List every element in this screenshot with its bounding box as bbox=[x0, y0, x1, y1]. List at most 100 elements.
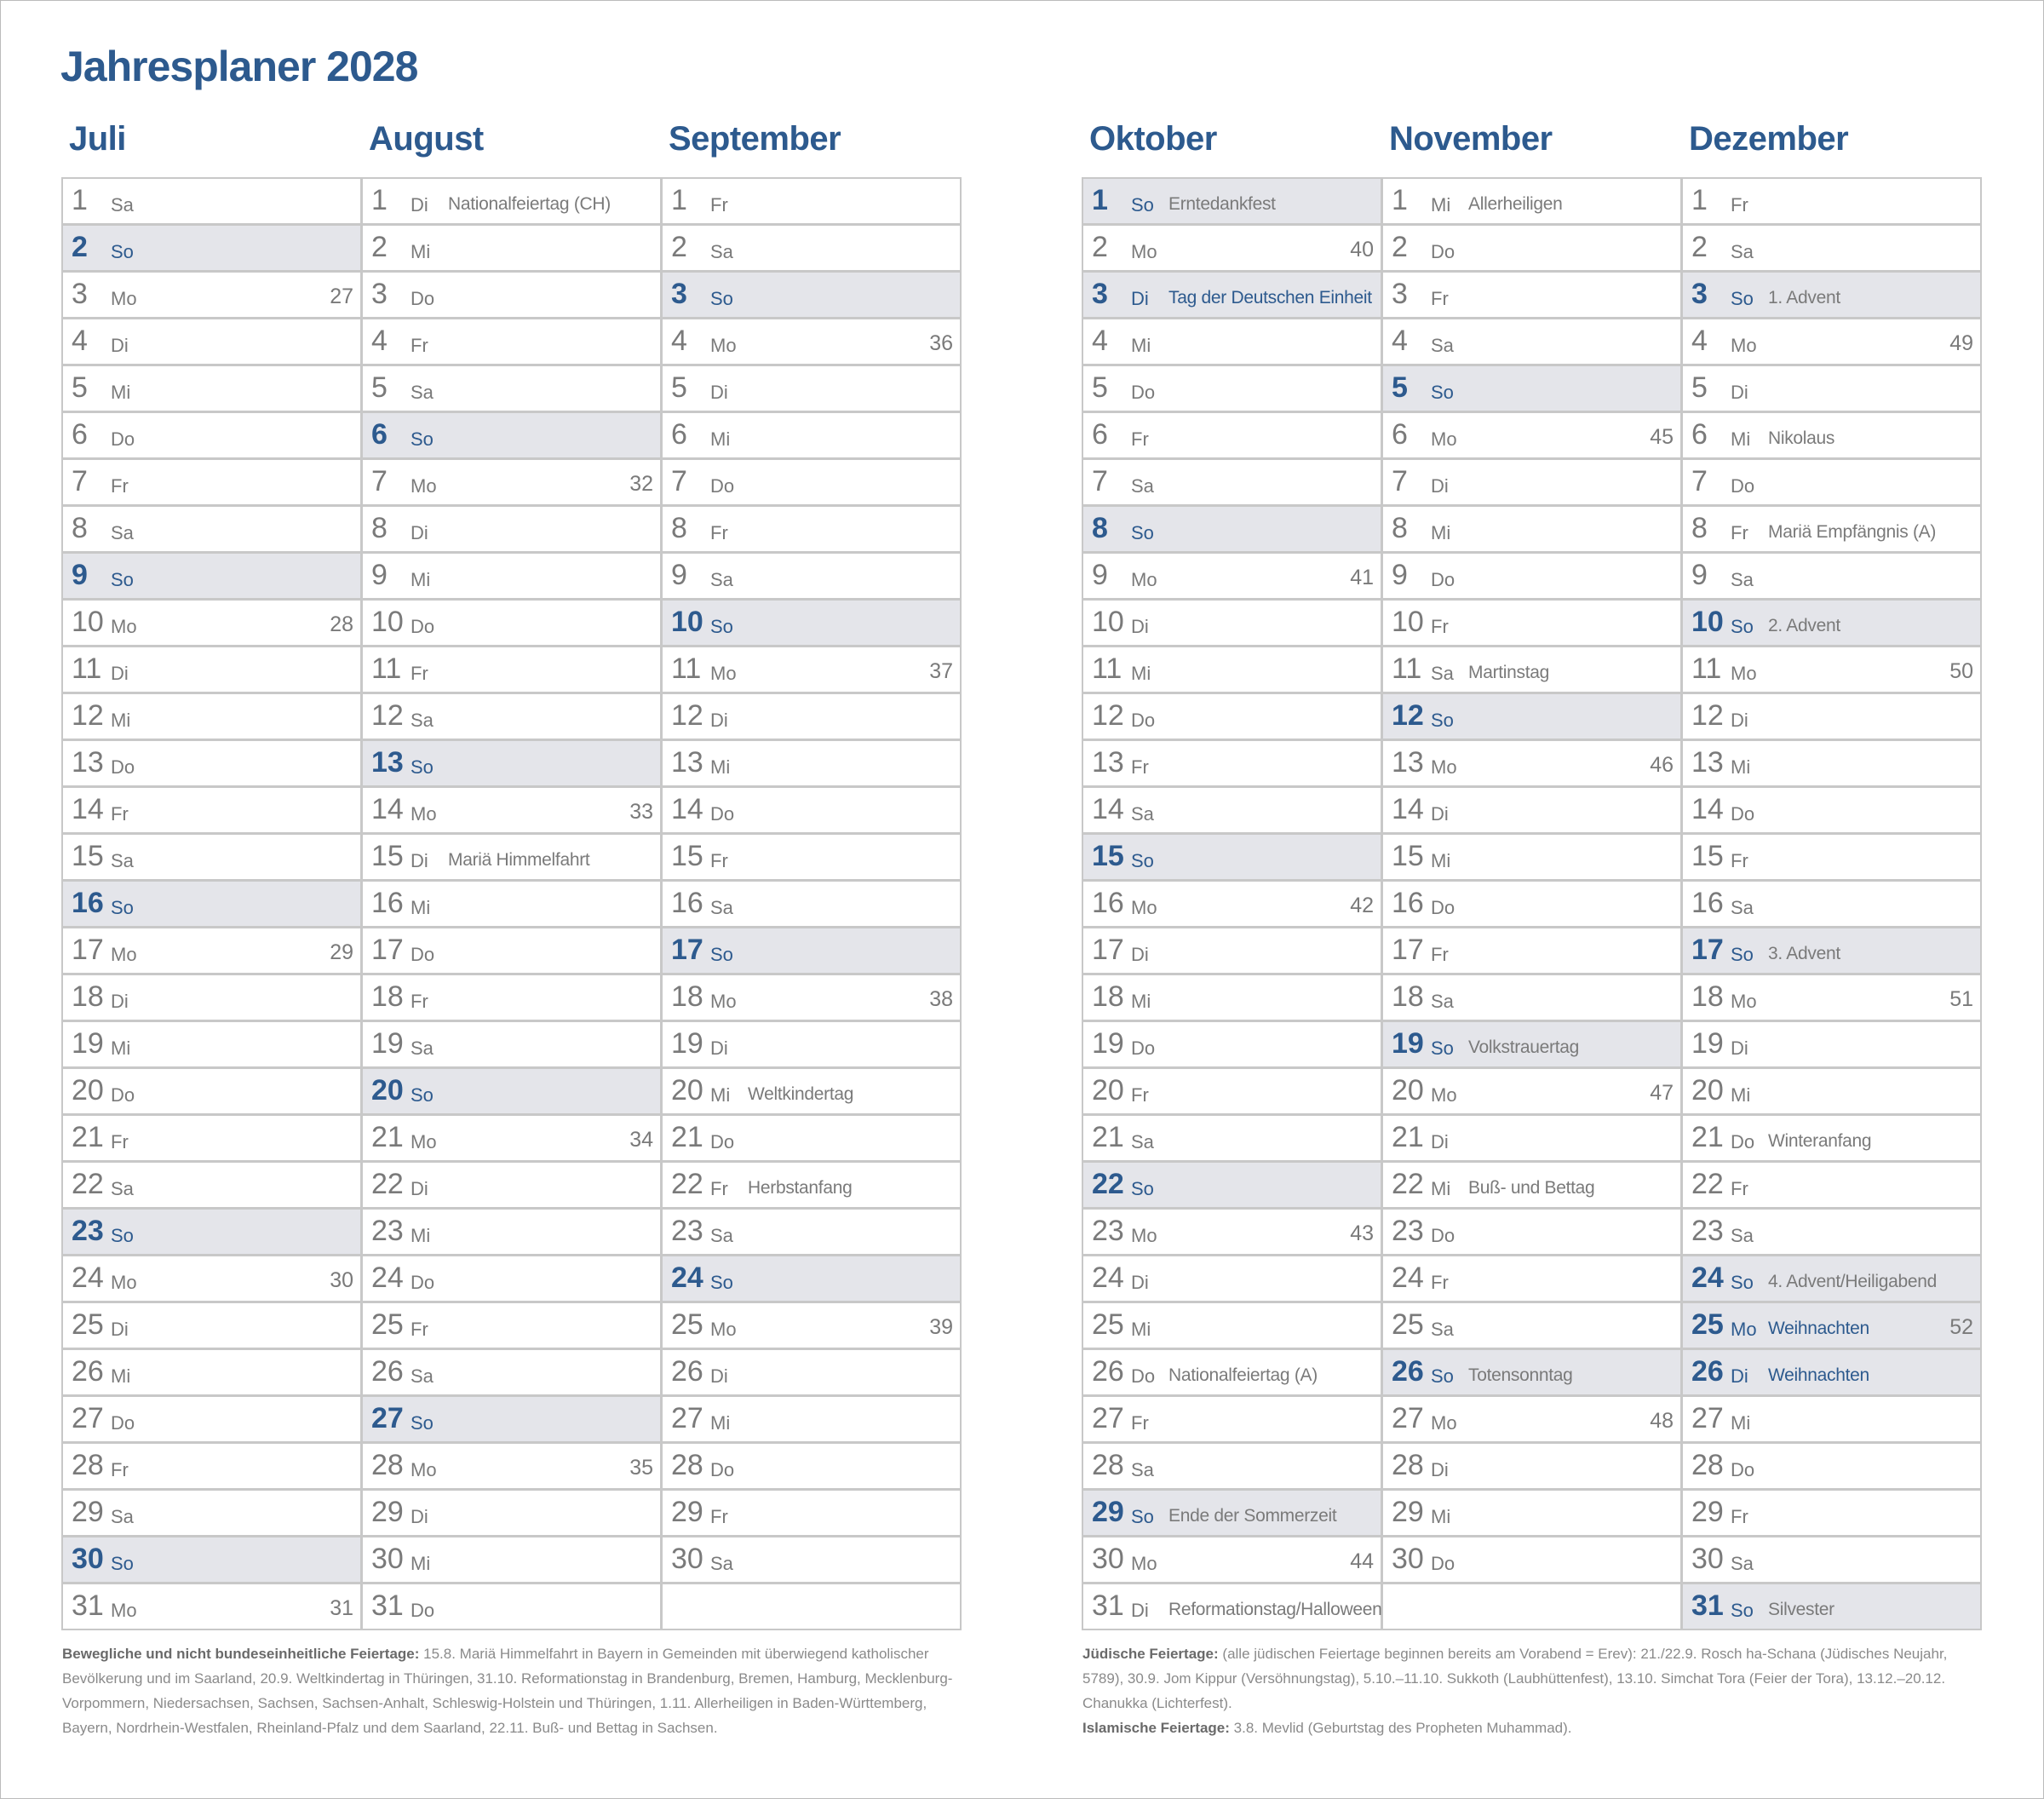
day-cell: 23 Mo 43 bbox=[1082, 1208, 1382, 1256]
day-cell: 7 Do bbox=[661, 458, 962, 506]
day-cell: 10 Do bbox=[361, 599, 662, 647]
weekday: So bbox=[1731, 616, 1754, 637]
day-cell: 4 Di bbox=[61, 318, 362, 365]
holiday: Allerheiligen bbox=[1468, 194, 1563, 214]
weekday: Sa bbox=[710, 241, 733, 262]
weekday: Sa bbox=[411, 1037, 433, 1059]
day-cell: 6 Mo 45 bbox=[1381, 411, 1682, 459]
weekday: Mo bbox=[1131, 1553, 1157, 1574]
footnote: Jüdische Feiertage: (alle jüdischen Feie… bbox=[1082, 1641, 1985, 1740]
day-cell: 17 Mo 29 bbox=[61, 927, 362, 974]
day-cell: 13 Do bbox=[61, 739, 362, 787]
day-cell: 9 Mi bbox=[361, 552, 662, 600]
weekday: Di bbox=[1131, 944, 1149, 965]
weekday: Do bbox=[1431, 569, 1455, 590]
day-number: 10 bbox=[671, 606, 703, 638]
day-number: 22 bbox=[1691, 1168, 1724, 1200]
weekday: Sa bbox=[1131, 803, 1154, 825]
day-cell: 2 Mi bbox=[361, 224, 662, 272]
day-number: 24 bbox=[371, 1262, 404, 1294]
weekday: Mo bbox=[411, 803, 437, 825]
day-number: 15 bbox=[371, 840, 404, 872]
day-cell: 26 Mi bbox=[61, 1348, 362, 1396]
day-cell: 16 So bbox=[61, 880, 362, 928]
weekday: Mo bbox=[1431, 1084, 1457, 1106]
weekday: Sa bbox=[1131, 475, 1154, 497]
day-number: 17 bbox=[1392, 934, 1424, 966]
day-number: 13 bbox=[671, 746, 703, 779]
weekday: Mi bbox=[111, 1365, 131, 1387]
day-number: 17 bbox=[1691, 934, 1724, 966]
weekday: Sa bbox=[111, 850, 134, 871]
day-cell: 6 Do bbox=[61, 411, 362, 459]
holiday: Weihnachten bbox=[1768, 1319, 1869, 1338]
day-cell: 9 Sa bbox=[661, 552, 962, 600]
week-number: 42 bbox=[1350, 894, 1374, 917]
day-cell: 12 Mi bbox=[61, 693, 362, 740]
day-number: 16 bbox=[1691, 887, 1724, 919]
weekday: Di bbox=[411, 522, 428, 543]
day-cell: 5 Mi bbox=[61, 365, 362, 412]
day-number: 6 bbox=[1691, 418, 1708, 451]
day-number: 30 bbox=[371, 1543, 404, 1575]
day-cell: 16 Sa bbox=[1681, 880, 1982, 928]
weekday: Mi bbox=[1431, 1506, 1451, 1527]
day-cell: 25 Mo Weihnachten 52 bbox=[1681, 1302, 1982, 1349]
day-number: 13 bbox=[1092, 746, 1124, 779]
day-cell: 21 Fr bbox=[61, 1114, 362, 1162]
day-cell: 10 Fr bbox=[1381, 599, 1682, 647]
day-cell: 12 Sa bbox=[361, 693, 662, 740]
day-cell: 21 Do Winteranfang bbox=[1681, 1114, 1982, 1162]
day-number: 10 bbox=[371, 606, 404, 638]
day-cell: 7 Fr bbox=[61, 458, 362, 506]
footnote-paragraph: Islamische Feiertage: 3.8. Mevlid (Gebur… bbox=[1082, 1716, 1985, 1740]
day-number: 18 bbox=[1691, 980, 1724, 1013]
day-cell: 14 Do bbox=[1681, 786, 1982, 834]
weekday: Do bbox=[1131, 1365, 1156, 1387]
footnote-paragraph: Bewegliche und nicht bundeseinheitliche … bbox=[62, 1641, 965, 1740]
day-number: 3 bbox=[1392, 278, 1408, 310]
month-name: September bbox=[669, 120, 841, 158]
weekday: Fr bbox=[1431, 288, 1449, 309]
weekday: Fr bbox=[1431, 944, 1449, 965]
weekday: So bbox=[1731, 288, 1754, 309]
day-cell: 28 Do bbox=[661, 1442, 962, 1490]
day-number: 4 bbox=[371, 325, 388, 357]
day-number: 31 bbox=[371, 1589, 404, 1622]
weekday: Do bbox=[111, 756, 135, 778]
day-number: 27 bbox=[1092, 1402, 1124, 1434]
day-number: 27 bbox=[1691, 1402, 1724, 1434]
day-number: 25 bbox=[1092, 1308, 1124, 1341]
day-cell: 15 Fr bbox=[1681, 833, 1982, 881]
weekday: Mi bbox=[411, 1553, 431, 1574]
day-cell: 1 Fr bbox=[661, 177, 962, 225]
day-cell: 16 Mi bbox=[361, 880, 662, 928]
day-cell: 30 Mo 44 bbox=[1082, 1536, 1382, 1583]
weekday: So bbox=[411, 1412, 433, 1434]
weekday: Di bbox=[1731, 382, 1748, 403]
day-number: 11 bbox=[1092, 652, 1122, 685]
week-number: 34 bbox=[629, 1128, 653, 1152]
day-number: 10 bbox=[72, 606, 104, 638]
holiday: Nationalfeiertag (CH) bbox=[448, 194, 611, 214]
weekday: Sa bbox=[1431, 991, 1454, 1012]
weekday: Fr bbox=[111, 1459, 129, 1480]
day-number: 28 bbox=[1691, 1449, 1724, 1481]
day-number: 20 bbox=[1392, 1074, 1424, 1106]
holiday: Mariä Himmelfahrt bbox=[448, 850, 590, 870]
weekday: Fr bbox=[710, 194, 728, 216]
day-number: 5 bbox=[1691, 371, 1708, 404]
day-cell: 29 Sa bbox=[61, 1489, 362, 1537]
day-cell: 12 Di bbox=[661, 693, 962, 740]
week-number: 27 bbox=[330, 285, 353, 308]
day-number: 16 bbox=[371, 887, 404, 919]
day-cell: 6 So bbox=[361, 411, 662, 459]
day-cell: 20 Fr bbox=[1082, 1067, 1382, 1115]
day-cell: 3 Mo 27 bbox=[61, 271, 362, 319]
day-number: 4 bbox=[1691, 325, 1708, 357]
day-cell: 21 Do bbox=[661, 1114, 962, 1162]
day-number: 2 bbox=[1691, 231, 1708, 263]
day-cell: 22 Sa bbox=[61, 1161, 362, 1209]
day-cell: 24 So bbox=[661, 1255, 962, 1302]
weekday: Mo bbox=[411, 1459, 437, 1480]
